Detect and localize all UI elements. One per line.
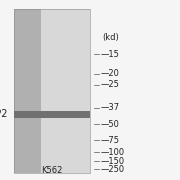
Text: —150: —150 <box>101 157 125 166</box>
Text: (kd): (kd) <box>103 33 119 42</box>
Text: —15: —15 <box>101 50 120 59</box>
Bar <box>14 9 90 173</box>
Text: —37: —37 <box>101 103 120 112</box>
Bar <box>14 9 41 173</box>
Text: —100: —100 <box>101 148 125 157</box>
Text: —75: —75 <box>101 136 120 145</box>
Text: K562: K562 <box>42 166 63 175</box>
Text: MASP2: MASP2 <box>0 109 7 119</box>
Text: —25: —25 <box>101 80 120 89</box>
Bar <box>14 111 90 118</box>
Text: —20: —20 <box>101 69 120 78</box>
Text: —250: —250 <box>101 165 125 174</box>
Bar <box>41 9 90 173</box>
Text: —50: —50 <box>101 120 120 129</box>
